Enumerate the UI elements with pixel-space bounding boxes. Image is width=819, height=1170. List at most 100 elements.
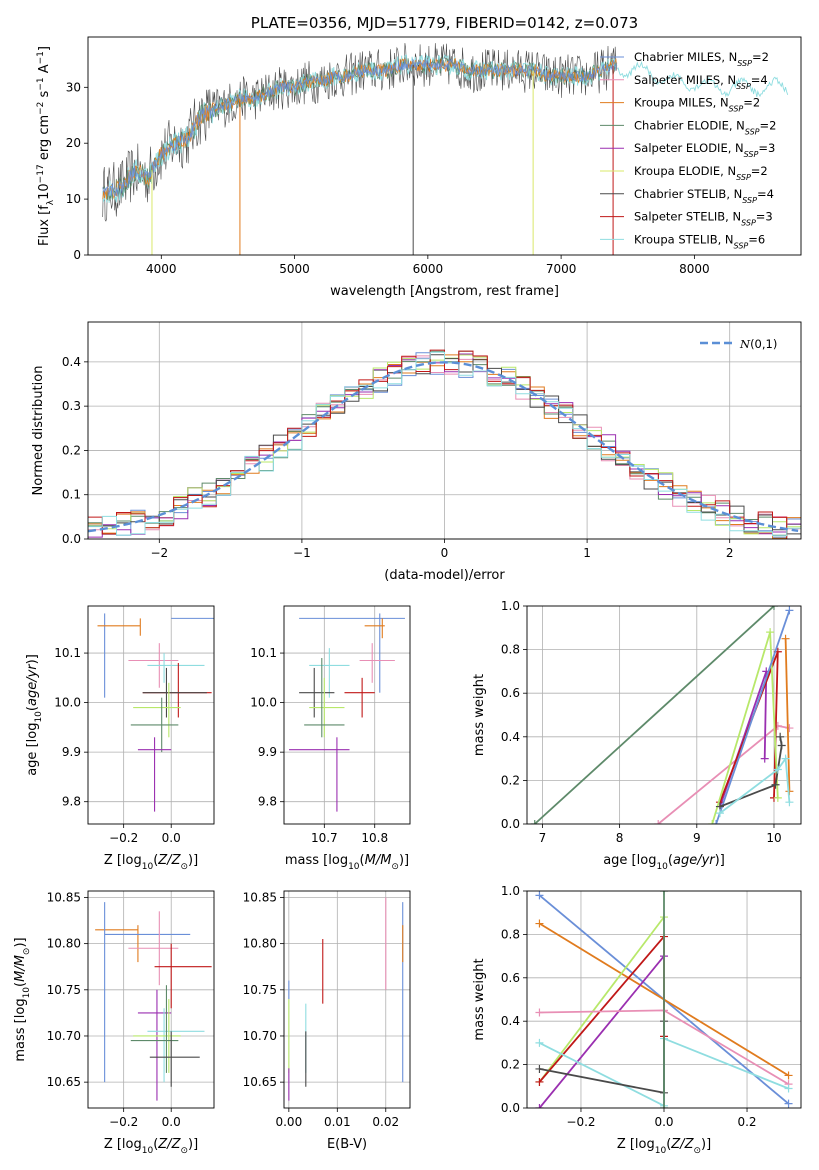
y-axis-label: Flux [fλ10−17 erg cm−2 s−1 A−1]: [36, 46, 56, 246]
error-bar-point: [149, 1031, 200, 1087]
legend-entry: Chabrier STELIB, NSSP=4: [634, 187, 774, 205]
y-tick-label: 0.2: [62, 443, 81, 457]
y-tick-label: 0.4: [62, 355, 81, 369]
error-bar-point: [309, 648, 350, 698]
plus-marker: [535, 1104, 544, 1108]
x-axis-label-part: Z/Z: [157, 853, 181, 868]
y-tick-label: 0.1: [62, 488, 81, 502]
plus-marker: [708, 820, 717, 824]
histogram-series: [88, 351, 801, 537]
plus-marker: [660, 891, 668, 895]
error-bar-point: [154, 943, 212, 1009]
x-tick-label: 0.02: [372, 1115, 399, 1129]
weight-line: [538, 916, 665, 1083]
y-axis-label-part: −1: [36, 51, 46, 64]
weight-line: [534, 606, 775, 824]
y-axis-label-part: Flux [f: [37, 205, 52, 246]
y-tick-label: 1.0: [501, 884, 520, 898]
legend-entry: Chabrier MILES, NSSP=2: [634, 50, 769, 68]
panel-6: 0.00 0.01 0.02 10.65 10.70 10.75 10.80 10.85 E(B…: [243, 890, 411, 1152]
legend-sub: SSP: [745, 127, 760, 136]
x-tick-label: 9: [693, 831, 701, 845]
x-axis-label-part: age [log: [603, 853, 656, 868]
x-tick-label: 5000: [279, 262, 310, 276]
legend-sub: SSP: [736, 173, 751, 182]
legend-text: =2: [743, 96, 760, 110]
spectrum-line: [102, 58, 618, 197]
y-tick-label: 1.0: [501, 599, 520, 613]
legend-text: Chabrier MILES, N: [634, 50, 737, 64]
legend-entry: Kroupa MILES, NSSP=2: [634, 96, 760, 114]
weight-line: [784, 638, 791, 792]
x-axis-label-part: Z/Z: [157, 1137, 181, 1152]
x-axis-label-part: Z [log: [617, 1137, 655, 1152]
y-tick-label: 0.6: [501, 686, 520, 700]
plot-area: [88, 349, 801, 539]
legend-text: Salpeter ELODIE, N: [634, 141, 744, 155]
error-bar-point: [147, 1008, 205, 1083]
y-axis-label: mass weight: [472, 674, 487, 756]
y-tick-label: 10.70: [47, 1029, 81, 1043]
x-axis-label-part: ⊙: [180, 1146, 188, 1156]
y-tick-label: 0.6: [501, 971, 520, 985]
plus-marker: [712, 820, 721, 824]
y-tick-label: 9.8: [62, 795, 81, 809]
x-axis-label-part: ⊙: [180, 862, 188, 872]
y-axis-label-part: age [log: [25, 723, 40, 776]
x-tick-label: −0.2: [109, 831, 138, 845]
plus-marker: [781, 634, 790, 643]
legend-text: =3: [756, 210, 773, 224]
error-bar-point: [137, 989, 172, 1101]
y-tick-label: 10.80: [47, 937, 81, 951]
x-axis-label-part: (: [153, 1137, 158, 1152]
x-axis-label-part: (data-model)/error: [384, 568, 505, 583]
x-axis-label-part: mass [log: [285, 853, 348, 868]
y-axis-label: age [log10(age/yr)]: [25, 654, 44, 776]
error-bar-point: [304, 658, 345, 738]
weight-line: [538, 934, 665, 1083]
x-tick-label: 8: [616, 831, 624, 845]
weight-line: [538, 955, 665, 1108]
plus-marker: [769, 606, 778, 610]
y-tick-label: 10.0: [250, 696, 277, 710]
y-axis-label-part: erg cm: [37, 115, 52, 164]
x-tick-label: 0.01: [324, 1115, 351, 1129]
x-tick-label: 7: [539, 831, 547, 845]
y-tick-label: 0.0: [501, 817, 520, 831]
plus-marker: [773, 765, 782, 774]
y-axis-label-part: )]: [25, 654, 40, 664]
x-axis-label-part: (: [668, 853, 673, 868]
error-bar-point: [133, 999, 181, 1073]
axes-frame: [87, 321, 802, 540]
plus-marker: [785, 798, 794, 807]
plus-marker: [530, 820, 539, 824]
plot-area: [95, 902, 212, 1101]
x-tick-label: 10.7: [311, 831, 338, 845]
legend-text: Kroupa STELIB, N: [634, 232, 734, 246]
x-axis-label-part: Z [log: [104, 1137, 142, 1152]
legend-entry: Salpeter ELODIE, NSSP=3: [634, 141, 775, 159]
y-tick-label: 20: [66, 136, 81, 150]
plus-marker: [771, 780, 780, 789]
y-tick-label: 10.70: [243, 1029, 277, 1043]
error-bar-point: [133, 682, 181, 738]
y-tick-label: 10.75: [47, 983, 81, 997]
legend-text: (0,1): [750, 337, 777, 351]
x-tick-label: 10.8: [361, 831, 388, 845]
plus-marker: [785, 606, 794, 615]
x-axis-label-part: 10: [348, 862, 360, 872]
legend-text: Chabrier STELIB, N: [634, 187, 742, 201]
y-tick-label: 10.85: [243, 890, 277, 904]
chart-title: PLATE=0356, MJD=51779, FIBERID=0142, z=0…: [251, 14, 638, 32]
plus-marker: [715, 809, 724, 818]
x-axis-label: (data-model)/error: [384, 568, 505, 583]
x-tick-label: 10: [766, 831, 781, 845]
x-tick-label: −0.2: [109, 1115, 138, 1129]
plus-marker: [535, 891, 544, 900]
y-axis-label: mass [log10(M/M⊙)]: [13, 937, 32, 1061]
y-axis-label-part: (: [25, 706, 40, 711]
x-axis-label-part: )]: [188, 1137, 198, 1152]
error-bar-point: [359, 643, 395, 683]
y-tick-label: 0.4: [501, 730, 520, 744]
